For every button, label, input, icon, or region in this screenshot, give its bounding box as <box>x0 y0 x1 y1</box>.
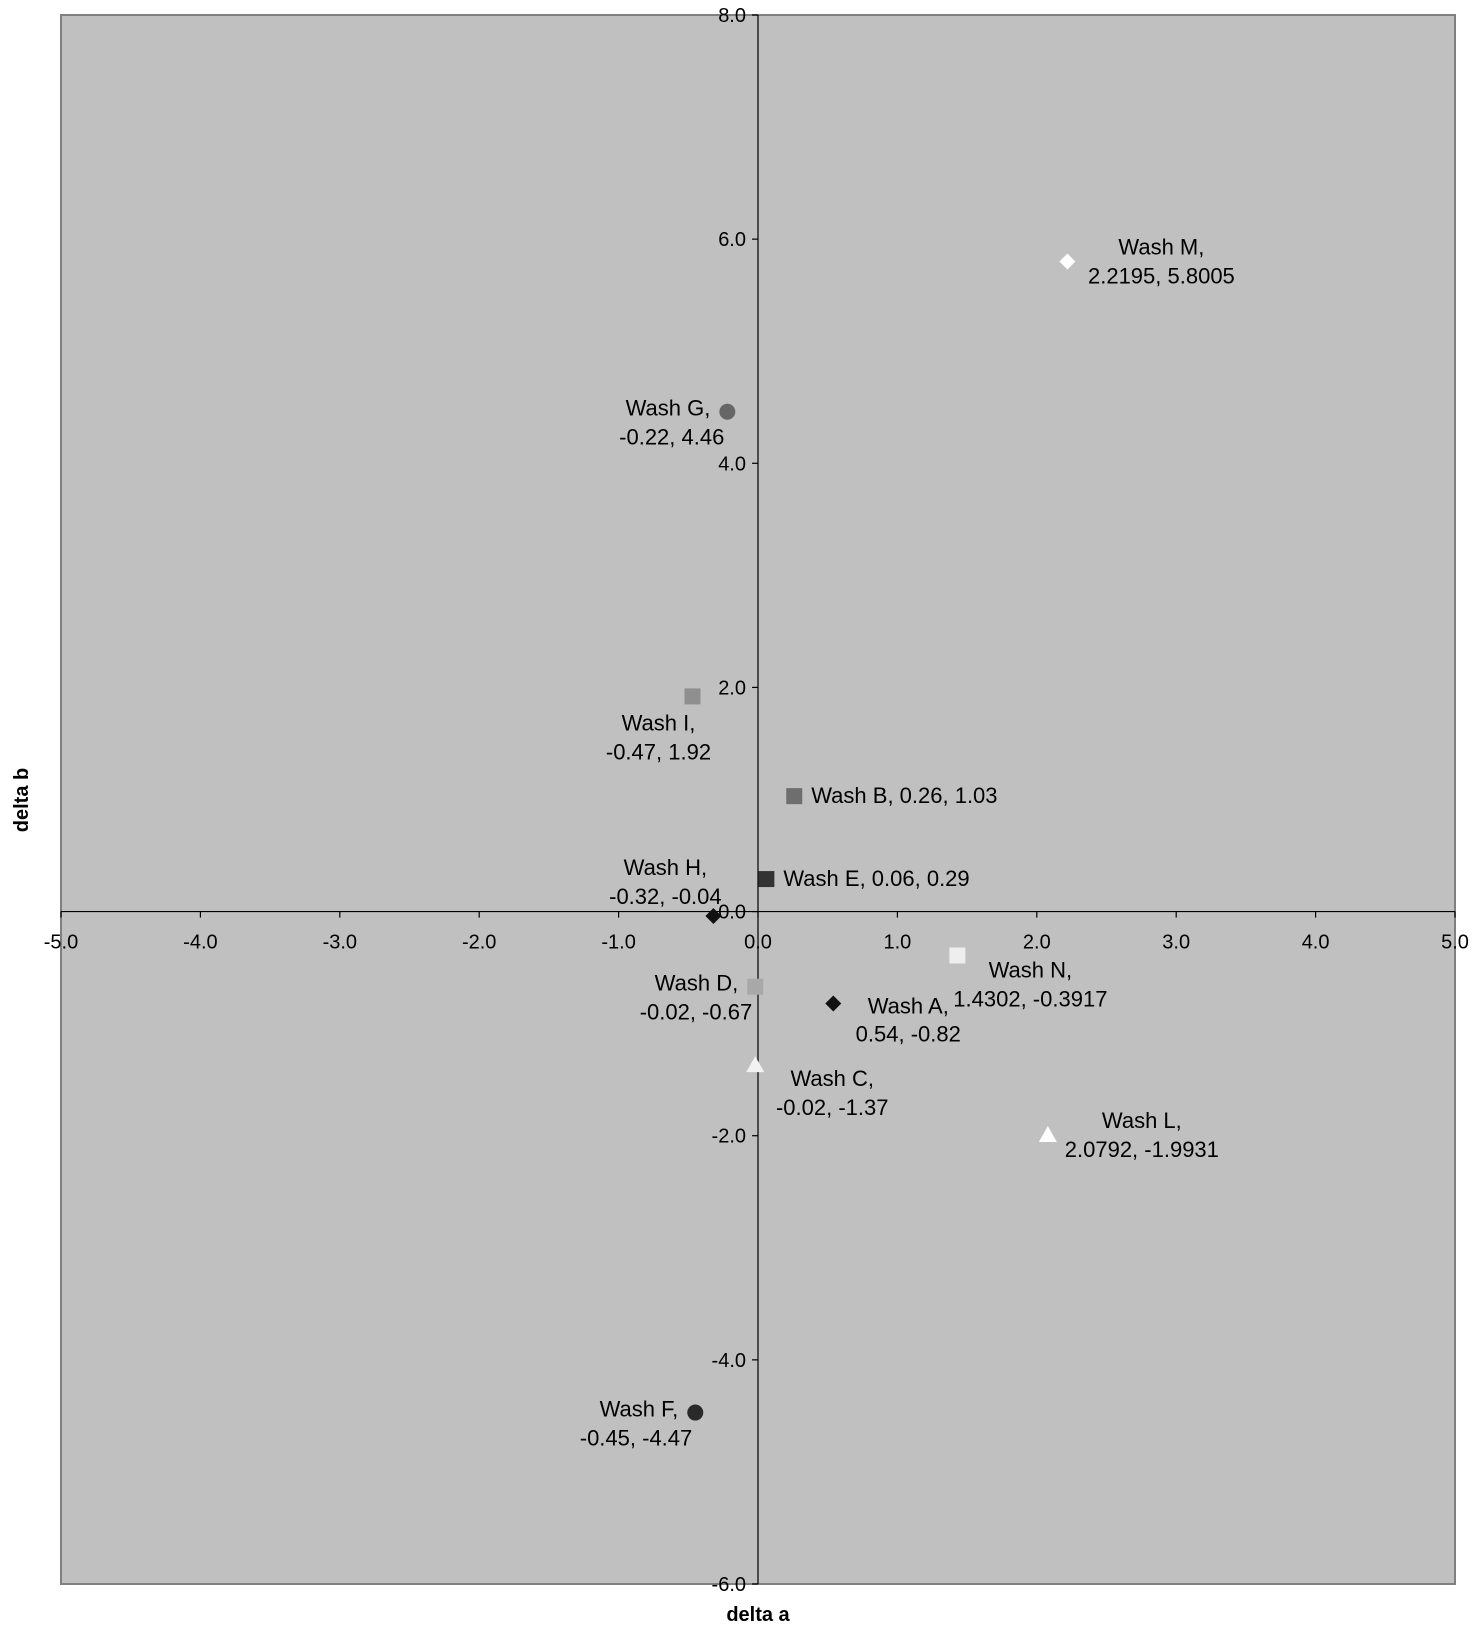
point-label-line2: -0.45, -4.47 <box>580 1426 693 1451</box>
data-point: Wash E, 0.06, 0.29 <box>758 866 970 891</box>
point-marker-square <box>786 788 803 805</box>
point-marker-diamond <box>1059 253 1076 270</box>
x-axis-title: delta a <box>726 1604 790 1626</box>
point-label-line2: -0.22, 4.46 <box>619 425 724 450</box>
y-tick-label: -2.0 <box>712 1126 746 1148</box>
point-marker-square <box>747 978 764 995</box>
point-marker-triangle <box>746 1056 765 1073</box>
x-tick-label: -3.0 <box>323 932 357 954</box>
point-label-line1: Wash D, <box>655 971 739 996</box>
point-label-line2: -0.47, 1.92 <box>606 739 711 764</box>
point-marker-square <box>758 871 775 888</box>
x-tick-label: 1.0 <box>883 932 911 954</box>
data-point: Wash C, -0.02, -1.37 <box>746 1056 888 1120</box>
data-point: Wash N, 1.4302, -0.3917 <box>949 947 1107 1011</box>
y-tick-label: 4.0 <box>718 453 746 475</box>
data-point: Wash F, -0.45, -4.47 <box>580 1397 704 1451</box>
data-point: Wash A, 0.54, -0.82 <box>825 993 961 1046</box>
point-label-line2: 1.4302, -0.3917 <box>953 986 1107 1011</box>
x-tick-label: 3.0 <box>1162 932 1190 954</box>
point-marker-circle <box>687 1404 704 1421</box>
y-tick-label: 6.0 <box>718 229 746 251</box>
point-label-line1: Wash I, <box>622 710 696 735</box>
point-label-line2: 2.0792, -1.9931 <box>1065 1137 1219 1162</box>
point-label-line1: Wash M, <box>1118 235 1204 260</box>
data-point: Wash G, -0.22, 4.46 <box>619 396 736 450</box>
point-marker-square <box>684 688 701 705</box>
y-axis-title: delta b <box>11 768 33 832</box>
y-tick-label: 8.0 <box>718 5 746 27</box>
data-point: Wash I, -0.47, 1.92 <box>606 688 711 764</box>
point-label-line2: -0.32, -0.04 <box>609 884 722 909</box>
point-marker-square <box>949 947 966 964</box>
data-point: Wash H, -0.32, -0.04 <box>609 855 722 925</box>
x-tick-label: 2.0 <box>1023 932 1051 954</box>
y-tick-label: 0.0 <box>718 902 746 924</box>
x-tick-label: -2.0 <box>462 932 496 954</box>
x-tick-label: 0.0 <box>744 932 772 954</box>
point-label-line2: 2.2195, 5.8005 <box>1088 264 1235 289</box>
x-tick-label: -4.0 <box>183 932 217 954</box>
point-label-line2: -0.02, -0.67 <box>640 1000 753 1025</box>
point-label-line1: Wash H, <box>624 855 708 880</box>
x-tick-label: -5.0 <box>44 932 78 954</box>
point-label-line1: Wash A, <box>868 993 949 1018</box>
data-point: Wash D, -0.02, -0.67 <box>640 971 764 1025</box>
point-marker-diamond <box>705 908 722 925</box>
point-label-line2: -0.02, -1.37 <box>776 1095 889 1120</box>
data-point: Wash M, 2.2195, 5.8005 <box>1059 235 1235 289</box>
points-group: Wash A, 0.54, -0.82 Wash B, 0.26, 1.03 Wash… <box>580 235 1235 1451</box>
point-label-line1: Wash E, 0.06, 0.29 <box>783 866 969 891</box>
axes-group: -5.0 -4.0 -3.0 -2.0 -1.0 0.0 1.0 2.0 3.0 4.0 5.0 -6… <box>44 5 1469 1596</box>
point-label-line1: Wash G, <box>626 396 711 421</box>
point-label-line1: Wash N, <box>989 957 1073 982</box>
point-label-line2: 0.54, -0.82 <box>856 1021 961 1046</box>
y-tick-label: -4.0 <box>712 1350 746 1372</box>
point-marker-diamond <box>825 995 842 1012</box>
point-label-line1: Wash F, <box>600 1397 679 1422</box>
point-label-line1: Wash L, <box>1102 1108 1182 1133</box>
point-label-line1: Wash B, 0.26, 1.03 <box>811 783 997 808</box>
y-tick-label: 2.0 <box>718 677 746 699</box>
x-tick-label: 5.0 <box>1441 932 1469 954</box>
point-marker-circle <box>719 403 736 420</box>
x-tick-label: 4.0 <box>1302 932 1330 954</box>
data-point: Wash L, 2.0792, -1.9931 <box>1038 1108 1219 1162</box>
point-marker-triangle <box>1038 1125 1057 1142</box>
point-label-line1: Wash C, <box>790 1066 874 1091</box>
y-tick-label: -6.0 <box>712 1574 746 1596</box>
x-tick-label: -1.0 <box>601 932 635 954</box>
data-point: Wash B, 0.26, 1.03 <box>786 783 998 808</box>
